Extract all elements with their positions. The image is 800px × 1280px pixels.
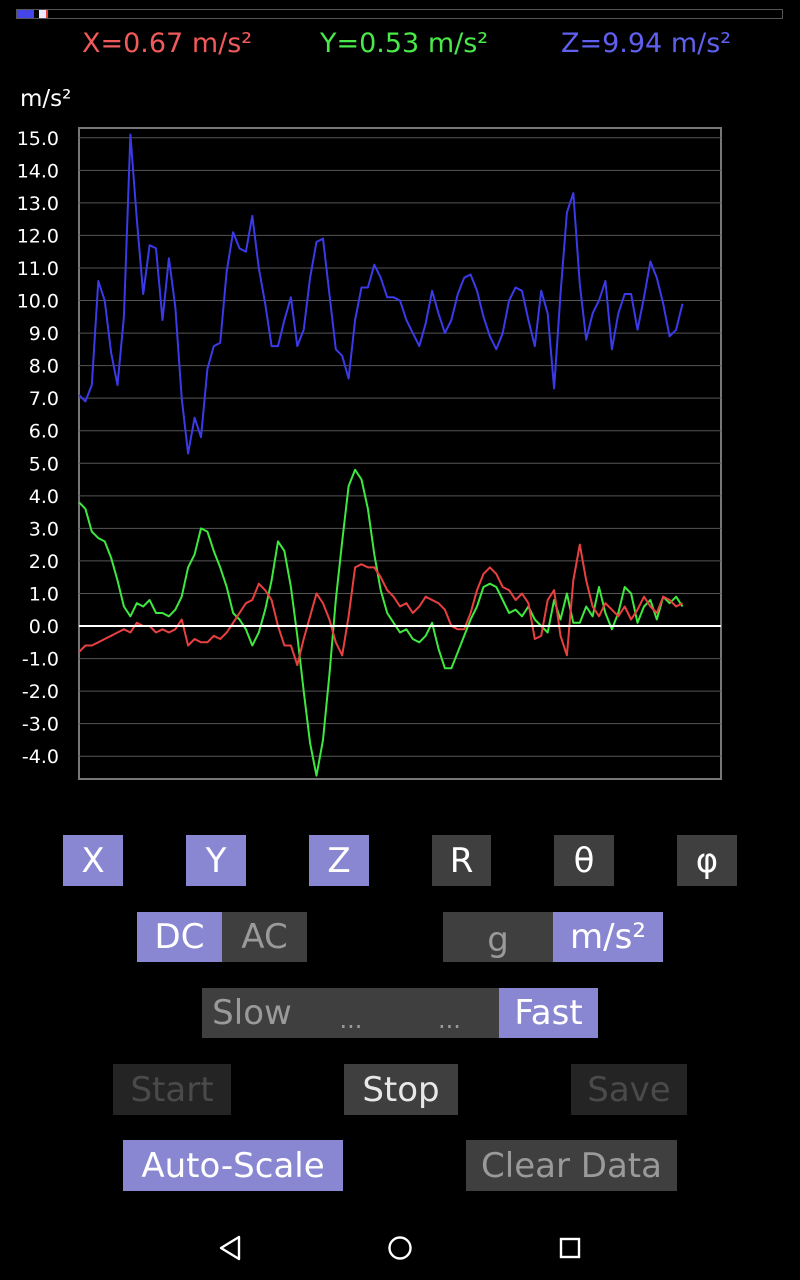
y-tick-label: 14.0 xyxy=(17,160,59,182)
speed-level-3-button[interactable]: ... xyxy=(400,988,499,1038)
speed-fast-button[interactable]: Fast xyxy=(499,988,598,1038)
recents-icon[interactable] xyxy=(550,1230,590,1266)
series-line-1 xyxy=(78,468,684,777)
sample-progress-bar xyxy=(16,9,783,19)
y-tick-label: 9.0 xyxy=(29,323,59,345)
channel-phi-toggle[interactable]: φ xyxy=(677,835,737,886)
channel-r-toggle[interactable]: R xyxy=(432,835,491,886)
y-tick-label: 7.0 xyxy=(29,388,59,410)
y-tick-label: 8.0 xyxy=(29,356,59,378)
plot-frame xyxy=(78,127,722,780)
save-button[interactable]: Save xyxy=(571,1064,687,1115)
start-button[interactable]: Start xyxy=(113,1064,231,1115)
home-icon[interactable] xyxy=(380,1230,420,1266)
dc-coupling-button[interactable]: DC xyxy=(137,912,222,962)
speed-slow-button[interactable]: Slow xyxy=(202,988,302,1038)
acceleration-chart[interactable]: 15.0 14.0 13.0 12.0 11.0 10.0 9.0 8.0 7.0 6.0 5.0 4… xyxy=(0,110,800,810)
y-axis-unit: m/s² xyxy=(20,86,72,112)
z-readout: Z=9.94 m/s² xyxy=(561,28,732,59)
y-tick-label: 15.0 xyxy=(17,128,59,150)
progress-fill xyxy=(17,10,34,18)
progress-marker xyxy=(46,10,48,18)
channel-y-toggle[interactable]: Y xyxy=(186,835,246,886)
channel-z-toggle[interactable]: Z xyxy=(309,835,369,886)
y-tick-label: 0.0 xyxy=(29,616,59,638)
y-tick-label: -3.0 xyxy=(22,714,59,736)
y-tick-label: 12.0 xyxy=(17,225,59,247)
y-tick-label: 5.0 xyxy=(29,453,59,475)
y-tick-label: 4.0 xyxy=(29,486,59,508)
unit-g-button[interactable]: g xyxy=(443,912,553,962)
progress-knob xyxy=(39,10,46,18)
y-tick-label: 1.0 xyxy=(29,583,59,605)
y-tick-label: 3.0 xyxy=(29,518,59,540)
y-tick-label: -4.0 xyxy=(22,746,59,768)
y-tick-label: -1.0 xyxy=(22,649,59,671)
y-tick-label: 2.0 xyxy=(29,551,59,573)
y-tick-label: 13.0 xyxy=(17,193,59,215)
speed-level-2-button[interactable]: ... xyxy=(302,988,400,1038)
series-line-0 xyxy=(78,133,684,455)
channel-theta-toggle[interactable]: θ xyxy=(554,835,614,886)
clear-data-button[interactable]: Clear Data xyxy=(466,1140,677,1191)
series-line-2 xyxy=(78,543,683,667)
back-icon[interactable] xyxy=(210,1230,250,1266)
stop-button[interactable]: Stop xyxy=(344,1064,458,1115)
channel-x-toggle[interactable]: X xyxy=(63,835,123,886)
x-readout: X=0.67 m/s² xyxy=(82,28,253,59)
y-tick-label: -2.0 xyxy=(22,681,59,703)
unit-ms2-button[interactable]: m/s² xyxy=(553,912,663,962)
ac-coupling-button[interactable]: AC xyxy=(222,912,307,962)
y-tick-label: 10.0 xyxy=(17,291,59,313)
y-tick-label: 11.0 xyxy=(17,258,59,280)
auto-scale-button[interactable]: Auto-Scale xyxy=(123,1140,343,1191)
y-tick-label: 6.0 xyxy=(29,421,59,443)
y-readout: Y=0.53 m/s² xyxy=(320,28,489,59)
